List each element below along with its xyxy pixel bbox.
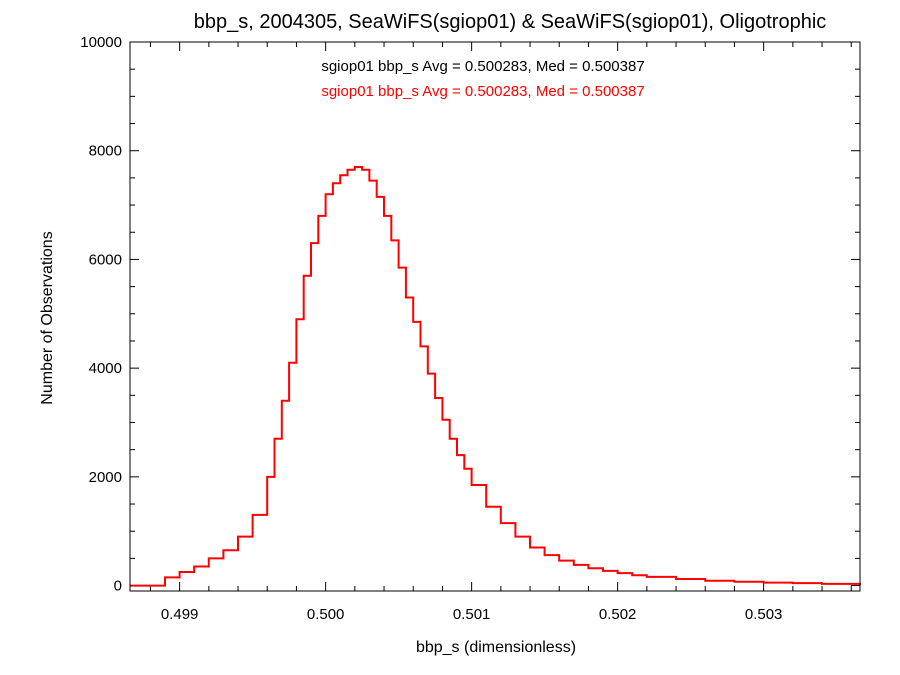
ticks-layer: 0.499 0.500 0.501 0.502 0.503 0 2000 4000 6000 80… xyxy=(80,34,860,623)
plot-frame xyxy=(129,41,861,592)
y-axis-label: Number of Observations xyxy=(39,231,56,404)
x-tick-label: 0.503 xyxy=(745,606,783,623)
y-tick-label: 6000 xyxy=(89,251,122,268)
x-tick-label: 0.500 xyxy=(307,606,345,623)
x-tick-label: 0.501 xyxy=(453,606,491,623)
histogram-series-line xyxy=(130,166,861,587)
y-tick-label: 8000 xyxy=(89,143,122,160)
series-layer xyxy=(130,166,861,587)
y-tick-label: 4000 xyxy=(89,360,122,377)
y-tick-label: 0 xyxy=(114,578,122,595)
y-tick-label: 2000 xyxy=(89,469,122,486)
y-tick-label: 10000 xyxy=(80,34,122,51)
annotation-red: sgiop01 bbp_s Avg = 0.500283, Med = 0.50… xyxy=(321,83,644,100)
chart-title: bbp_s, 2004305, SeaWiFS(sgiop01) & SeaWi… xyxy=(194,11,827,33)
x-axis-label: bbp_s (dimensionless) xyxy=(416,639,576,656)
x-tick-label: 0.499 xyxy=(161,606,199,623)
annotation-black: sgiop01 bbp_s Avg = 0.500283, Med = 0.50… xyxy=(321,58,644,75)
x-tick-label: 0.502 xyxy=(599,606,637,623)
